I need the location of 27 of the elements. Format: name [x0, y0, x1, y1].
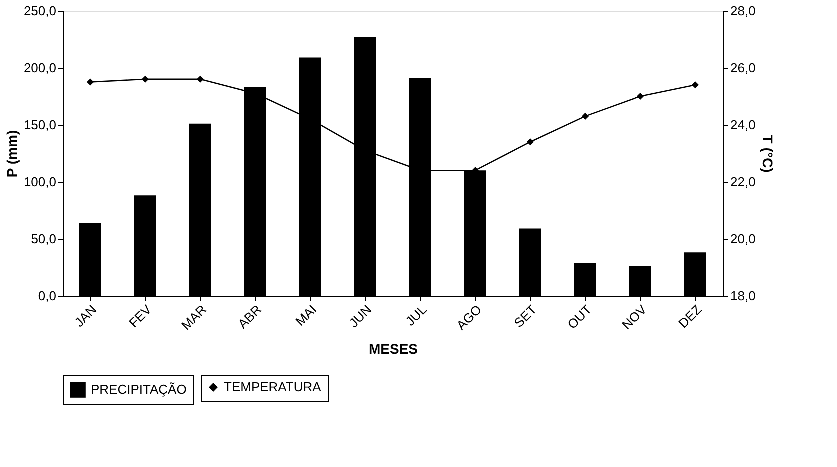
point — [86, 78, 94, 86]
y2-tick-label: 20,0 — [730, 232, 756, 246]
legend-label: TEMPERATURA — [224, 380, 322, 394]
y-tick-label: 200,0 — [24, 60, 56, 76]
x-tick-label: JUL — [402, 302, 430, 330]
x-tick-label: MAI — [292, 302, 320, 330]
y-tick-label: 0,0 — [38, 288, 56, 304]
y-axis-title: P (mm) — [4, 130, 20, 178]
point — [582, 112, 590, 120]
point — [526, 138, 534, 146]
point — [142, 76, 150, 83]
y2-tick-label: 28,0 — [730, 4, 756, 18]
x-axis-title: MESES — [368, 341, 418, 358]
point — [692, 82, 700, 89]
y2-axis-title: T (°C) — [760, 135, 776, 173]
y-tick-label: 150,0 — [24, 118, 56, 132]
point — [196, 76, 204, 83]
x-tick-label: JAN — [72, 302, 100, 330]
y-tick-label: 100,0 — [24, 174, 56, 190]
y2-tick-label: 24,0 — [730, 118, 756, 132]
point — [636, 92, 644, 100]
y-tick-label: 250,0 — [24, 4, 56, 18]
y2-tick-label: 22,0 — [730, 174, 756, 190]
y2-tick-label: 18,0 — [730, 288, 756, 304]
y2-tick-label: 26,0 — [730, 60, 756, 76]
legend-label: PRECIPITAÇÃO — [91, 382, 187, 397]
y-tick-label: 50,0 — [31, 232, 56, 246]
